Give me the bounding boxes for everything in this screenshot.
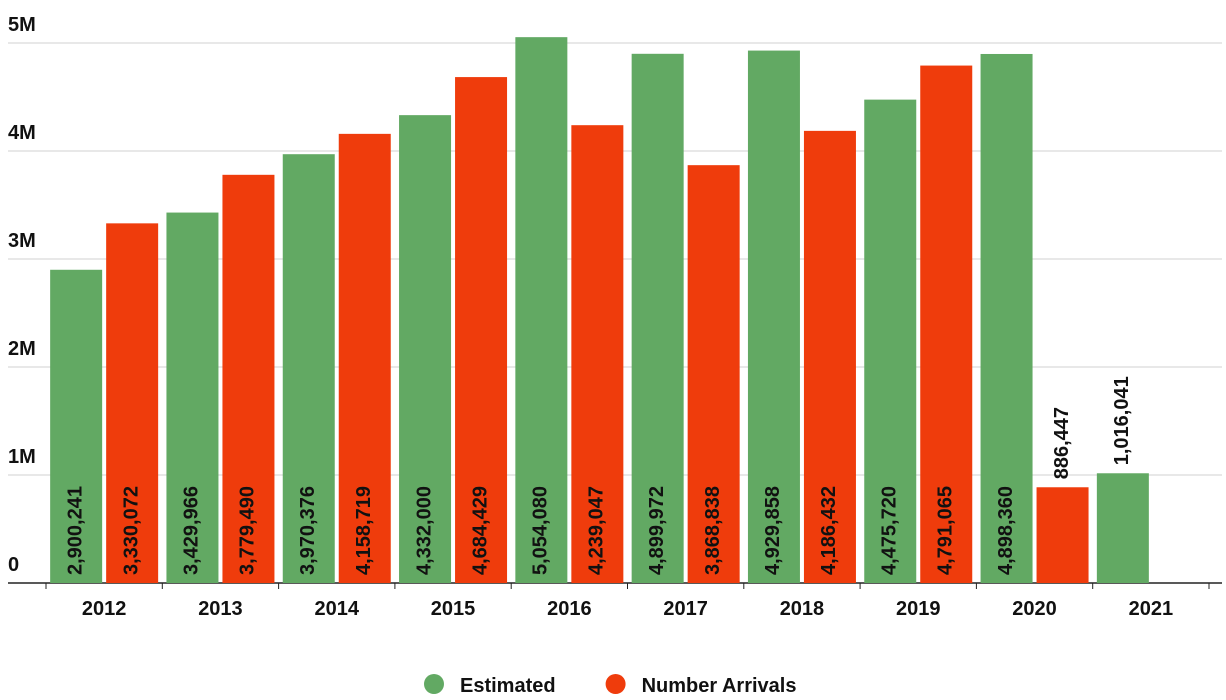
bar: [166, 212, 219, 584]
bar: [106, 223, 159, 583]
bar: [399, 115, 452, 584]
x-tick-label: 2014: [315, 598, 360, 620]
value-label: 4,929,858: [762, 486, 784, 575]
value-label: 3,330,072: [120, 486, 142, 575]
bar: [747, 50, 800, 584]
value-label: 4,158,719: [353, 486, 375, 575]
bar: [864, 99, 917, 583]
bar: [631, 53, 684, 583]
y-tick-label: 2M: [8, 338, 36, 360]
y-tick-label: 5M: [8, 14, 36, 36]
value-label: 4,186,432: [818, 486, 840, 575]
bar: [282, 154, 335, 583]
bar: [1096, 473, 1149, 583]
value-label: 4,475,720: [879, 486, 901, 575]
value-label: 3,779,490: [237, 486, 259, 575]
value-label: 4,791,065: [935, 486, 957, 575]
bar: [571, 125, 624, 583]
value-label: 2,900,241: [64, 486, 86, 575]
value-label: 4,899,972: [646, 486, 668, 575]
x-tick-label: 2012: [82, 598, 127, 620]
legend-label: Estimated: [460, 675, 556, 697]
x-tick-label: 2021: [1129, 598, 1174, 620]
legend-label: Number Arrivals: [642, 675, 797, 697]
bar: [338, 133, 391, 584]
bar: [980, 53, 1033, 584]
legend-marker: [605, 674, 626, 694]
legend-marker: [424, 674, 444, 694]
value-label: 3,429,966: [181, 486, 203, 575]
x-tick-label: 2020: [1012, 598, 1057, 620]
x-tick-label: 2018: [780, 598, 825, 620]
bar: [803, 130, 856, 583]
value-label: 4,898,360: [995, 486, 1017, 575]
x-tick-label: 2019: [896, 598, 941, 620]
value-label: 4,332,000: [413, 486, 435, 575]
x-tick-label: 2013: [198, 598, 243, 620]
bar: [687, 165, 740, 583]
bar: [50, 269, 103, 583]
bar: [515, 37, 568, 583]
x-tick-label: 2015: [431, 598, 476, 620]
value-label: 3,970,376: [297, 486, 319, 575]
bar: [222, 174, 275, 584]
value-label: 5,054,080: [530, 486, 552, 575]
y-tick-label: 4M: [8, 122, 36, 144]
x-tick-label: 2017: [663, 598, 708, 620]
bar: [920, 65, 973, 583]
value-label: 4,239,047: [586, 486, 608, 575]
y-tick-label: 1M: [8, 446, 36, 468]
y-tick-label: 3M: [8, 230, 36, 252]
value-label: 4,684,429: [469, 486, 491, 575]
bar: [1036, 487, 1089, 583]
x-tick-label: 2016: [547, 598, 592, 620]
value-label: 1,016,041: [1111, 376, 1133, 465]
value-label: 886,447: [1051, 407, 1073, 479]
y-tick-label: 0: [8, 554, 19, 576]
bar: [455, 77, 508, 583]
value-label: 3,868,838: [702, 486, 724, 575]
